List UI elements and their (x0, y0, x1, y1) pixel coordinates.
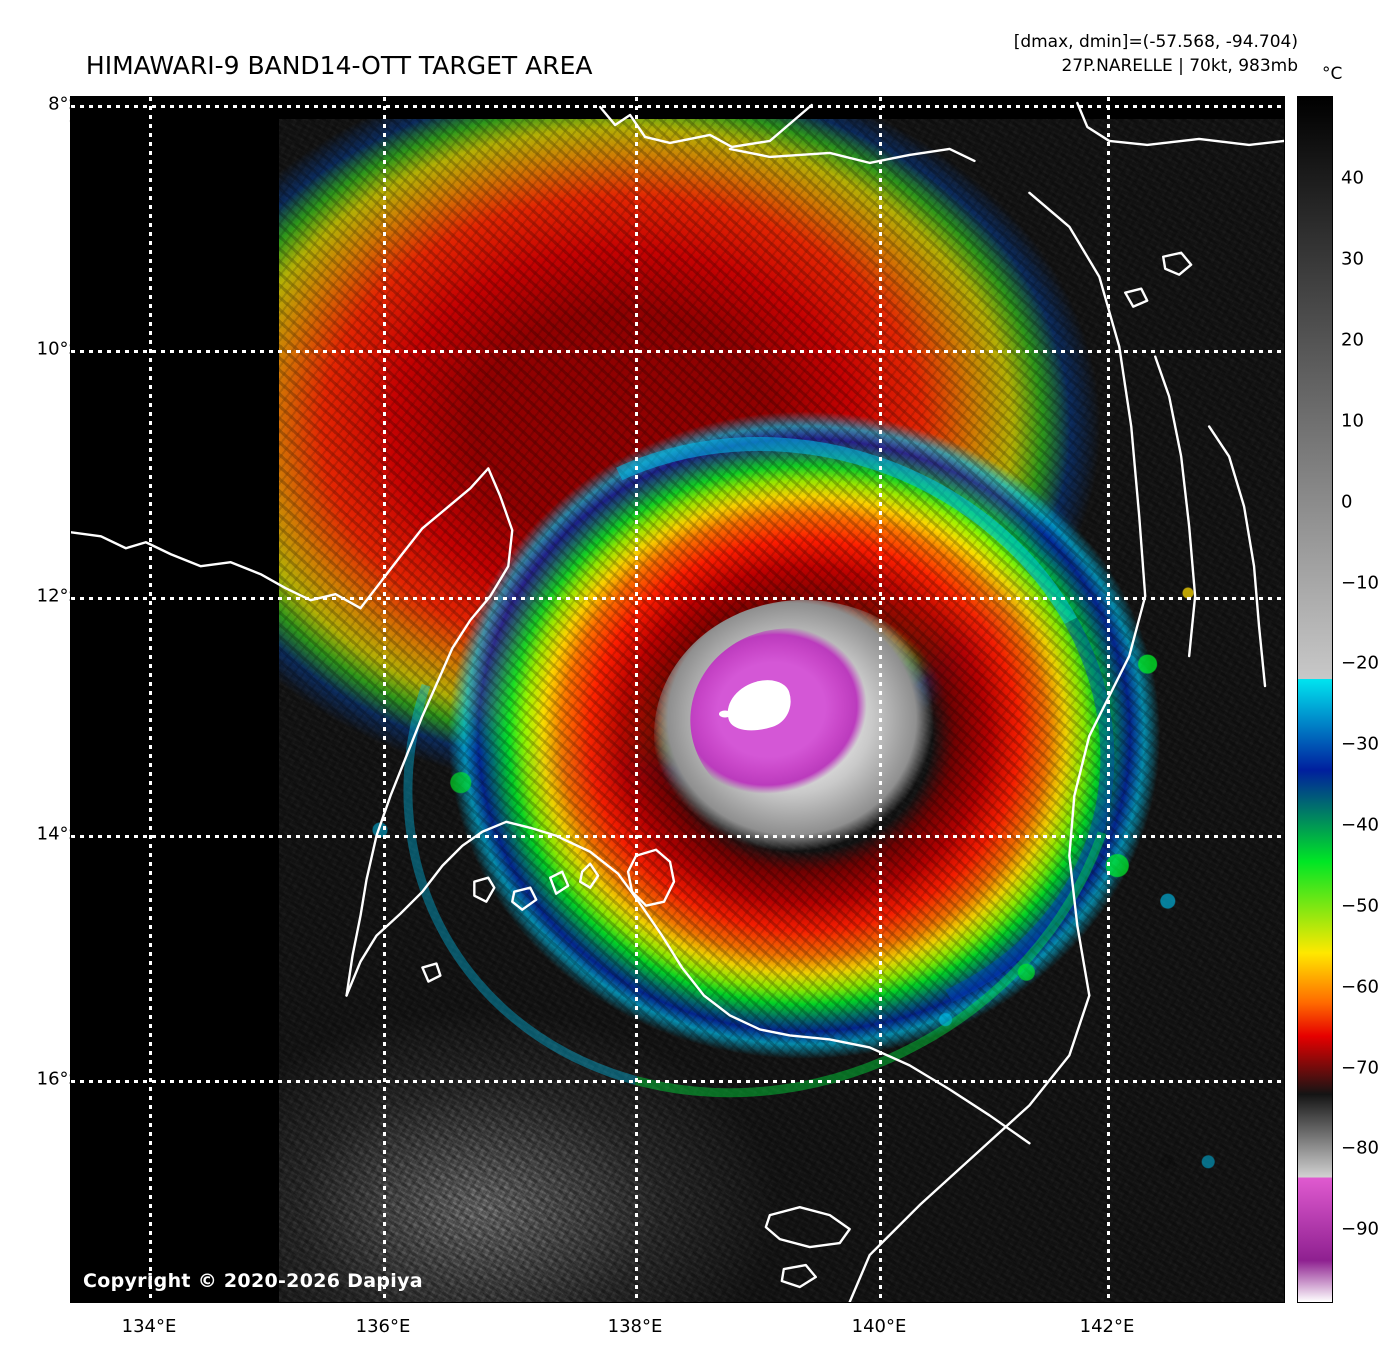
y-tick-16S: 16°S (36, 1068, 80, 1090)
gridline-lon-134 (149, 97, 152, 1302)
y-tick-14S: 14°S (36, 823, 80, 845)
coastline-gulf-southwest (345, 820, 558, 997)
satellite-image-plot: Copyright © 2020-2026 Dapiya (70, 96, 1285, 1303)
gridline-lat-12 (71, 597, 1284, 600)
cbar-tick-m40: −40 (1341, 814, 1379, 836)
cbar-tick-m10: −10 (1341, 572, 1379, 594)
colorbar-gradient (1298, 97, 1332, 1302)
island-groote (626, 848, 676, 907)
coastline-arnhem-peninsula (345, 467, 514, 997)
x-tick-134E: 134°E (121, 1316, 177, 1337)
island-group-2 (511, 886, 538, 911)
x-tick-140E: 140°E (851, 1316, 907, 1337)
coastline-north-islands (598, 103, 813, 149)
coastline-east-cape (1207, 425, 1267, 688)
cbar-tick-m80: −80 (1341, 1137, 1379, 1159)
island-group-4 (578, 862, 600, 889)
gridline-lon-142 (1107, 97, 1110, 1302)
cbar-tick-m60: −60 (1341, 976, 1379, 998)
gridline-lon-140 (879, 97, 882, 1302)
y-tick-12S: 12°S (36, 585, 80, 607)
coastline-island-ne (1161, 251, 1193, 276)
cbar-tick-m30: −30 (1341, 733, 1379, 755)
island-group-3 (549, 870, 570, 895)
y-tick-10S: 10°S (36, 338, 80, 360)
title-line-1: HIMAWARI-9 BAND14-OTT TARGET AREA (85, 51, 593, 80)
gridline-lon-136 (383, 97, 386, 1302)
coastline-gulf-south (554, 834, 1031, 1145)
coldest-cloud-top-fragment (719, 710, 732, 718)
x-tick-138E: 138°E (607, 1316, 663, 1337)
cbar-tick-m70: −70 (1341, 1057, 1379, 1079)
gridline-lon-138 (635, 97, 638, 1302)
cbar-tick-30: 30 (1341, 248, 1364, 270)
gridline-lat-14 (71, 835, 1284, 838)
cbar-tick-10: 10 (1341, 410, 1364, 432)
cbar-tick-40: 40 (1341, 167, 1364, 189)
cbar-tick-m90: −90 (1341, 1218, 1379, 1240)
gridline-lat-10 (71, 350, 1284, 353)
colorbar (1297, 96, 1333, 1303)
gridline-lat-16 (71, 1080, 1284, 1083)
coastline-east-inland (1154, 355, 1197, 658)
island-small-north (421, 962, 442, 983)
island-sir-edward-2 (780, 1263, 817, 1289)
y-tick-8S: 8°S (48, 93, 80, 115)
satellite-swath (279, 119, 1284, 1302)
x-tick-136E: 136°E (355, 1316, 411, 1337)
coastline-island-ne2 (1124, 287, 1149, 308)
coastline-east-gulf (848, 191, 1147, 1302)
copyright-label: Copyright © 2020-2026 Dapiya (83, 1270, 423, 1292)
x-tick-142E: 142°E (1079, 1316, 1135, 1337)
coastline-overlay (71, 101, 1284, 1302)
data-minmax-label: [dmax, dmin]=(-57.568, -94.704) (1013, 32, 1298, 52)
coastline-north-tip (1076, 101, 1284, 147)
cbar-tick-0: 0 (1341, 491, 1353, 513)
cbar-tick-m20: −20 (1341, 652, 1379, 674)
island-sir-edward (764, 1205, 851, 1249)
lat-lon-gridlines (71, 97, 1284, 1302)
island-group-1 (473, 876, 496, 903)
storm-info-label: 27P.NARELLE | 70kt, 983mb (1061, 56, 1298, 76)
colorbar-unit-label: °C (1322, 64, 1343, 84)
header-metadata: [dmax, dmin]=(-57.568, -94.704) 27P.NARE… (1014, 30, 1298, 78)
coastline-arnhem-north (728, 147, 976, 165)
gridline-lat-8 (71, 105, 1284, 108)
cbar-tick-20: 20 (1341, 329, 1364, 351)
cbar-tick-m50: −50 (1341, 895, 1379, 917)
satellite-raster (71, 97, 1284, 1302)
